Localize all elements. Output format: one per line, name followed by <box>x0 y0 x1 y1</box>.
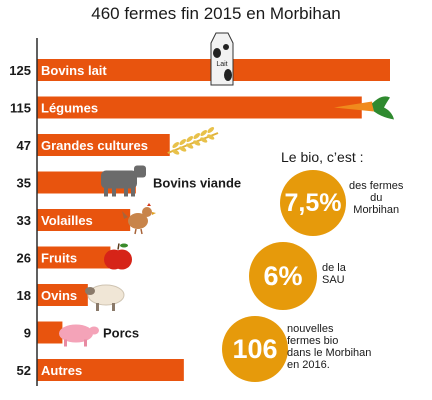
bar-6 <box>37 284 88 306</box>
svg-text:Lait: Lait <box>216 61 227 68</box>
caption-line: fermes bio <box>287 335 339 347</box>
milk-carton-icon: Lait <box>210 32 234 86</box>
category-label: Volailles <box>41 213 93 228</box>
bio-heading: Le bio, c’est : <box>281 149 364 165</box>
caption-line: en 2016. <box>287 359 330 371</box>
bar-5 <box>37 246 111 269</box>
caption-line: de la <box>322 262 346 274</box>
bio-stat-circle-farms: 7,5% <box>280 170 346 236</box>
chicken-icon <box>122 203 156 235</box>
bio-stat-caption-farms: des fermes du Morbihan <box>349 180 403 216</box>
value-label: 47 <box>17 138 31 153</box>
caption-line: des fermes <box>349 180 404 192</box>
wheat-icon <box>167 127 219 155</box>
bar-8 <box>37 359 184 381</box>
value-label: 115 <box>10 101 31 116</box>
bar-2 <box>37 134 170 156</box>
sheep-icon <box>85 284 125 311</box>
value-label: 9 <box>24 326 31 341</box>
category-label: Ovins <box>41 288 77 303</box>
category-label: Bovins viande <box>153 176 241 191</box>
category-label: Fruits <box>41 251 77 266</box>
category-label: Légumes <box>41 101 98 116</box>
bar-4 <box>37 209 131 231</box>
category-label: Autres <box>41 363 82 378</box>
carrot-icon <box>334 96 394 120</box>
value-label: 125 <box>9 63 31 78</box>
icons-layer: Lait <box>59 32 394 347</box>
category-label: Grandes cultures <box>41 138 148 153</box>
category-label: Porcs <box>103 326 139 341</box>
value-label: 26 <box>17 251 31 266</box>
value-label: 35 <box>17 176 31 191</box>
bio-stat-circle-new-farms: 106 <box>222 316 288 382</box>
cow-icon <box>101 165 146 197</box>
pig-icon <box>59 324 99 347</box>
bio-stat-caption-sau: de la SAU <box>322 262 346 286</box>
bio-stat-circle-sau: 6% <box>249 242 317 310</box>
value-label: 18 <box>17 288 31 303</box>
apple-icon <box>104 243 132 270</box>
category-label: Bovins lait <box>41 63 107 78</box>
caption-line: dans le Morbihan <box>287 347 372 359</box>
value-label: 52 <box>17 363 31 378</box>
bar-7 <box>37 321 63 344</box>
bio-stat-caption-new-farms: nouvelles fermes bio dans le Morbihan en… <box>287 323 371 371</box>
caption-line: SAU <box>322 274 345 286</box>
bar-1 <box>37 96 362 119</box>
value-label: 33 <box>17 213 31 228</box>
caption-line: du <box>370 192 383 204</box>
caption-line: nouvelles <box>287 323 334 335</box>
chart-title: 460 fermes fin 2015 en Morbihan <box>91 4 341 23</box>
caption-line: Morbihan <box>353 204 400 216</box>
